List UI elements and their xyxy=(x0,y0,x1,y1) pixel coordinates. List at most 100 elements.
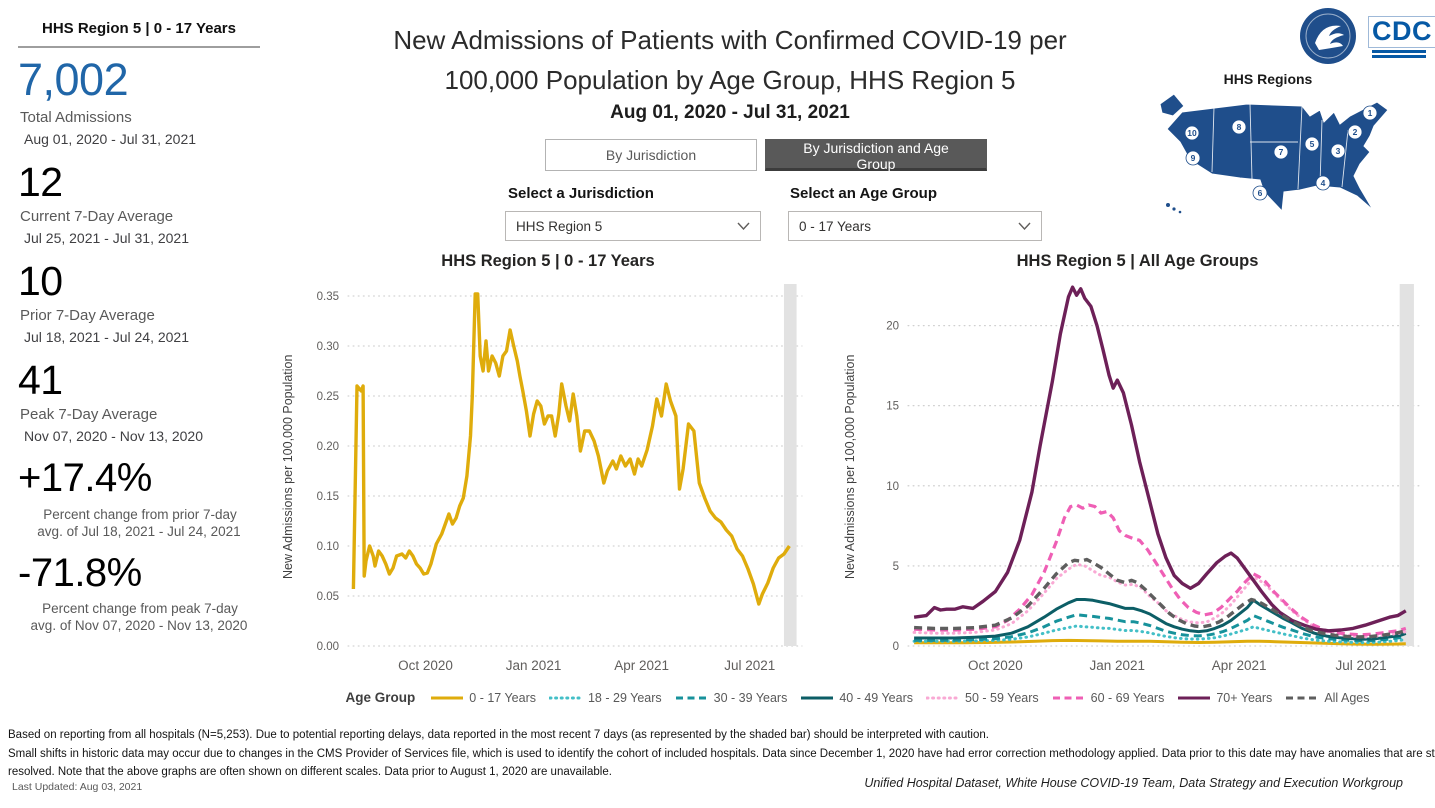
tab-by-jurisdiction[interactable]: By Jurisdiction xyxy=(545,139,757,171)
legend-line-sample-icon xyxy=(1178,696,1211,699)
legend-line-sample-icon xyxy=(431,696,464,699)
svg-text:15: 15 xyxy=(886,401,899,413)
series-30-39-years xyxy=(914,613,1407,643)
legend-line-sample-icon xyxy=(675,696,708,699)
svg-text:Apr 2021: Apr 2021 xyxy=(1212,658,1267,673)
svg-text:Jul 2021: Jul 2021 xyxy=(1336,658,1387,673)
tab-by-jurisdiction-and-age-group[interactable]: By Jurisdiction and Age Group xyxy=(765,139,987,172)
region-marker xyxy=(1362,105,1378,121)
region-number: 6 xyxy=(1258,188,1263,198)
region-marker xyxy=(1231,119,1247,135)
stat-label: Current 7-Day Average xyxy=(20,207,174,225)
hawaii-shape xyxy=(1178,210,1182,214)
hhs-regions-map: 10 9 8 7 6 5 4 3 21 xyxy=(1159,93,1389,214)
stat-label: Total Admissions xyxy=(20,108,132,126)
region-number: 7 xyxy=(1279,147,1284,157)
series-0-17-years xyxy=(914,638,1406,646)
series-50-59-years xyxy=(912,562,1408,639)
svg-text:0.35: 0.35 xyxy=(317,291,339,303)
legend-item-label: 40 - 49 Years xyxy=(839,690,913,705)
svg-text:Oct 2020: Oct 2020 xyxy=(398,658,453,673)
legend-items: 0 - 17 Years 18 - 29 Years 30 - 39 Years 40… xyxy=(430,691,1369,705)
hhs-logo-icon xyxy=(1300,8,1356,64)
region-number: 3 xyxy=(1336,146,1341,156)
sidebar-divider xyxy=(18,46,260,48)
series-18-29-years xyxy=(912,624,1408,645)
cdc-logo-text: CDC xyxy=(1368,16,1435,48)
region-marker xyxy=(1330,143,1346,159)
region-number: 2 xyxy=(1353,127,1358,137)
svg-text:Oct 2020: Oct 2020 xyxy=(968,658,1023,673)
stat-value: 7,002 xyxy=(18,54,129,105)
jurisdiction-dropdown[interactable]: HHS Region 5 xyxy=(505,211,761,241)
region-number: 4 xyxy=(1321,178,1326,188)
series-60-69-years xyxy=(914,503,1407,637)
alaska-shape xyxy=(1159,93,1185,117)
stat-label: avg. of Nov 07, 2020 - Nov 13, 2020 xyxy=(30,617,248,633)
page-title-line1: New Admissions of Patients with Confirme… xyxy=(393,25,1067,55)
cdc-logo: CDC xyxy=(1368,16,1435,58)
legend-item-label: 50 - 59 Years xyxy=(965,690,1039,705)
svg-text:0.20: 0.20 xyxy=(317,441,339,453)
stat-label: Percent change from prior 7-day xyxy=(43,506,237,522)
jurisdiction-dropdown-value: HHS Region 5 xyxy=(516,218,603,234)
sidebar-title: HHS Region 5 | 0 - 17 Years xyxy=(41,20,236,37)
svg-text:0.00: 0.00 xyxy=(317,641,339,653)
legend-item: 60 - 69 Years xyxy=(1052,691,1164,705)
footnotes: Based on reporting from all hospitals (N… xyxy=(8,729,1435,785)
svg-text:0.25: 0.25 xyxy=(317,391,339,403)
age-group-legend: Age Group 0 - 17 Years 18 - 29 Years 30 - … xyxy=(285,690,1430,705)
series-all-ages xyxy=(914,557,1407,639)
svg-text:Jan 2021: Jan 2021 xyxy=(506,658,562,673)
hawaii-shape xyxy=(1166,203,1170,207)
stat-value: +17.4% xyxy=(18,456,152,501)
svg-text:20: 20 xyxy=(886,321,899,333)
summary-sidebar: HHS Region 5 | 0 - 17 Years 7,002 Total A… xyxy=(18,20,260,646)
region-marker xyxy=(1184,125,1200,141)
series-40-49-years xyxy=(914,598,1407,641)
right-chart-title: HHS Region 5 | All Age Groups xyxy=(1016,252,1259,270)
svg-text:10: 10 xyxy=(886,481,899,493)
right-chart-plot[interactable]: 0 5 10 15 20 Oct 2020 Jan 2021 Apr 2021 Jul 2021 xyxy=(861,275,1427,679)
svg-text:0.30: 0.30 xyxy=(317,341,339,353)
stat-block: 7,002 Total Admissions Aug 01, 2020 - Jul … xyxy=(18,54,260,147)
footnote-line: Small shifts in historic data may occur … xyxy=(8,747,1435,760)
legend-item: 40 - 49 Years xyxy=(800,691,913,705)
svg-text:0.05: 0.05 xyxy=(317,591,339,603)
legend-item: 70+ Years xyxy=(1177,691,1272,705)
region-marker xyxy=(1252,185,1268,201)
left-chart-title: HHS Region 5 | 0 - 17 Years xyxy=(441,252,655,270)
left-chart-plot[interactable]: 0.00 0.05 0.10 0.15 0.20 0.25 0.30 0.35 Oct 2020… xyxy=(301,275,809,679)
page-header: New Admissions of Patients with Confirme… xyxy=(295,20,1165,124)
page-subtitle: Aug 01, 2020 - Jul 31, 2021 xyxy=(610,102,850,123)
legend-item-label: 0 - 17 Years xyxy=(469,690,536,705)
series-70+-years xyxy=(913,285,1407,633)
region-marker xyxy=(1185,150,1201,166)
stat-list: 7,002 Total Admissions Aug 01, 2020 - Jul … xyxy=(18,54,260,633)
region-borders xyxy=(1211,103,1349,190)
region-marker xyxy=(1347,124,1363,140)
legend-item: All Ages xyxy=(1285,691,1369,705)
age-group-dropdown-value: 0 - 17 Years xyxy=(799,218,872,234)
age-group-dropdown[interactable]: 0 - 17 Years xyxy=(788,211,1042,241)
region-number: 1 xyxy=(1368,108,1373,118)
legend-line-sample-icon xyxy=(926,696,960,699)
left-chart-y-axis-label: New Admissions per 100,000 Population xyxy=(281,354,295,580)
chevron-down-icon xyxy=(1018,222,1031,230)
hawaii-shape xyxy=(1172,207,1176,211)
svg-text:5: 5 xyxy=(893,561,899,573)
stat-value: 41 xyxy=(18,357,63,404)
legend-item: 0 - 17 Years xyxy=(430,691,536,705)
svg-text:0.15: 0.15 xyxy=(317,491,339,503)
legend-line-sample-icon xyxy=(548,696,583,699)
svg-text:Apr 2021: Apr 2021 xyxy=(614,658,669,673)
legend-item-label: All Ages xyxy=(1324,690,1370,705)
footnote-line: Based on reporting from all hospitals (N… xyxy=(8,729,989,741)
stat-value: -71.8% xyxy=(18,550,142,595)
jurisdiction-select-label: Select a Jurisdiction xyxy=(508,185,654,202)
stat-date: Aug 01, 2020 - Jul 31, 2021 xyxy=(24,130,197,147)
legend-item-label: 18 - 29 Years xyxy=(587,690,662,705)
stat-date: Nov 07, 2020 - Nov 13, 2020 xyxy=(24,428,204,445)
last-updated-text: Last Updated: Aug 03, 2021 xyxy=(12,781,143,793)
cdc-logo-tagline-bar xyxy=(1372,55,1426,58)
